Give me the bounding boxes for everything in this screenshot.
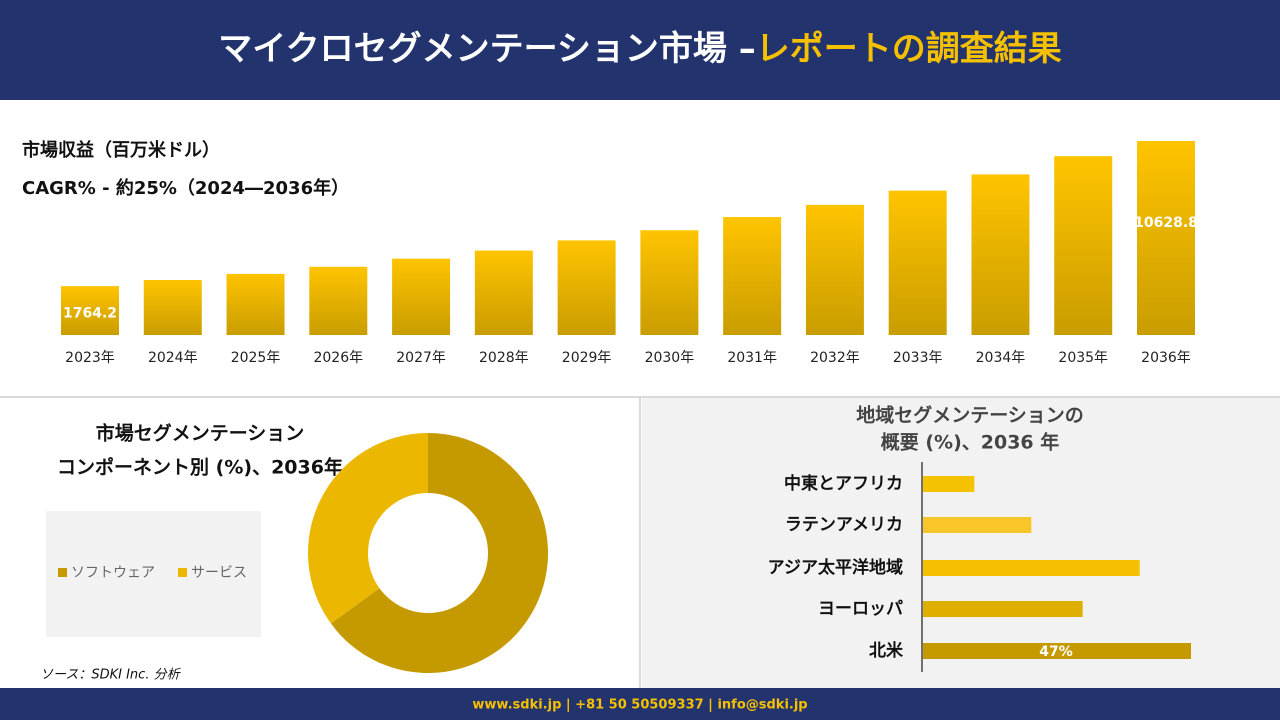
bar (143, 279, 202, 335)
chart-title: 市場セグメンテーション (96, 422, 305, 445)
legend-label: ソフトウェア (71, 565, 155, 581)
bar (923, 643, 1191, 659)
footer-contact: www.sdki.jp | +81 50 50509337 | info@sdk… (472, 698, 807, 713)
x-tick-label: 2036年 (1141, 350, 1191, 366)
legend-box (46, 511, 261, 637)
y-tick-label: 北米 (869, 640, 904, 661)
x-tick-label: 2027年 (396, 350, 446, 366)
legend-swatch (178, 568, 187, 577)
header-title: マイクロセグメンテーション市場 –レポートの調査結果 (218, 29, 1061, 69)
bar (971, 174, 1030, 335)
bar (923, 601, 1083, 617)
chart-subtitle: CAGR% - 約25%（2024―2036年） (22, 177, 349, 199)
x-tick-label: 2026年 (313, 350, 363, 366)
x-tick-label: 2024年 (148, 350, 198, 366)
source-note: ソース：SDKI Inc. 分析 (40, 668, 182, 683)
bar (61, 286, 119, 335)
region-panel (642, 398, 1280, 688)
x-tick-label: 2029年 (562, 350, 612, 366)
bar (888, 190, 947, 335)
chart-title: 地域セグメンテーションの (856, 404, 1084, 427)
chart-title: 概要 (%)、2036 年 (881, 431, 1060, 454)
value-label: 65% (527, 642, 563, 660)
bar (1054, 156, 1113, 335)
bar (226, 273, 285, 335)
bar (1137, 141, 1195, 335)
bar (923, 476, 975, 492)
y-tick-label: ラテンアメリカ (785, 515, 903, 535)
bar (923, 517, 1032, 533)
legend-label: サービス (191, 565, 247, 581)
x-tick-label: 2033年 (893, 350, 943, 366)
x-tick-label: 2030年 (645, 350, 695, 366)
bar (640, 230, 699, 335)
bar (309, 266, 368, 335)
x-tick-label: 2028年 (479, 350, 529, 366)
x-tick-label: 2032年 (810, 350, 860, 366)
chart-title: 市場収益（百万米ドル） (22, 139, 220, 161)
x-tick-label: 2023年 (65, 350, 115, 366)
divider (0, 396, 1280, 398)
bar (474, 250, 533, 335)
x-tick-label: 2034年 (976, 350, 1026, 366)
value-label: 10628.8 (1134, 215, 1198, 231)
title-highlight: レポートの調査結果 (756, 29, 1062, 69)
bar (392, 258, 451, 335)
donut-slice (308, 433, 428, 624)
legend-swatch (58, 568, 67, 577)
footer-band (0, 688, 1280, 720)
x-tick-label: 2035年 (1058, 350, 1108, 366)
divider (639, 398, 641, 688)
header-band (0, 0, 1280, 100)
donut-slice (330, 433, 549, 674)
title-main: マイクロセグメンテーション市場 – (218, 29, 755, 69)
chart-title: コンポーネント別 (%)、2036年 (57, 456, 343, 479)
bar (805, 204, 864, 335)
bar (557, 240, 616, 335)
y-tick-label: アジア太平洋地域 (768, 557, 903, 578)
x-tick-label: 2025年 (231, 350, 281, 366)
bar (723, 217, 782, 335)
y-tick-label: ヨーロッパ (818, 599, 903, 619)
value-label: 47% (1039, 644, 1073, 660)
value-label: 1764.2 (63, 306, 117, 322)
bar (923, 560, 1140, 576)
y-tick-label: 中東とアフリカ (784, 473, 903, 494)
x-tick-label: 2031年 (727, 350, 777, 366)
